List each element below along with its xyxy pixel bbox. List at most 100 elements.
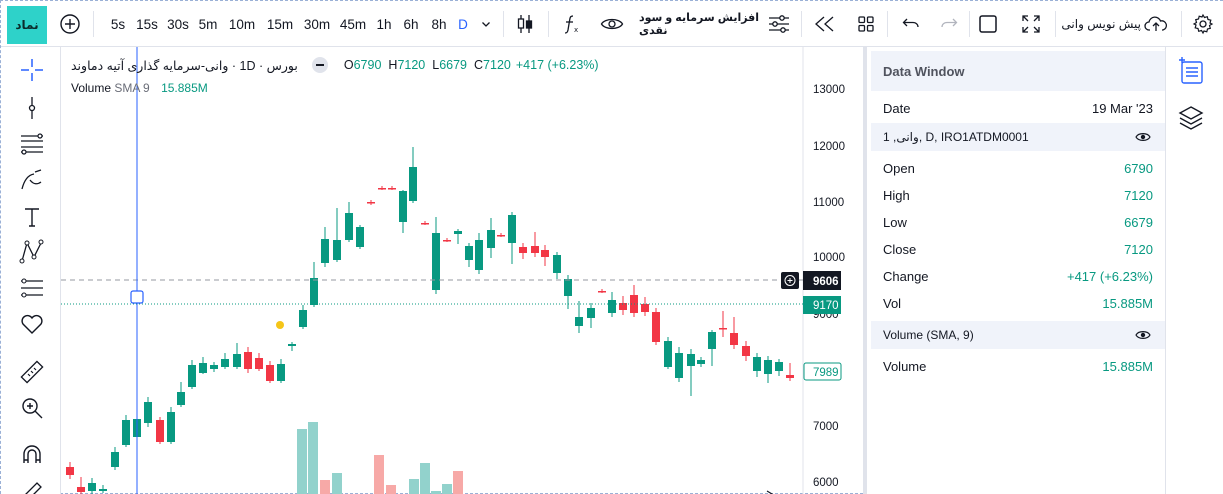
add-symbol-button[interactable] [57,11,83,37]
interval-1d[interactable]: D [458,16,468,32]
candle-body [288,344,296,346]
interval-45m[interactable]: 45m [339,16,367,32]
candle [587,303,595,328]
layout-button[interactable] [851,11,881,37]
crosshair-handle[interactable] [130,290,144,304]
candle-body [652,312,660,342]
hide-button[interactable] [598,11,626,37]
volume-value: 15.885M [1102,359,1153,374]
candle [753,353,761,377]
candle [541,245,549,266]
candle [697,357,705,367]
candle-body [786,375,794,378]
candle-body [587,308,595,318]
text-tool[interactable] [17,202,47,232]
settings-button[interactable] [1189,11,1217,37]
candle-body [233,354,241,367]
forecast-tool[interactable] [17,273,47,303]
interval-10m[interactable]: 10m [228,16,256,32]
gear-icon [1192,13,1214,35]
candle [356,225,364,249]
fullscreen-button[interactable] [1017,11,1045,37]
crosshair-price-tag [803,271,841,290]
candle-body [367,202,375,204]
volume-label[interactable]: Volume [71,81,112,95]
chart-type-button[interactable] [511,11,539,37]
candle-body [465,246,473,260]
cloud-upload-icon [1144,16,1168,31]
divider [503,11,504,37]
candle-body [244,352,252,369]
vol-row: Vol 15.885M [867,290,1165,317]
candle-body [310,278,318,305]
candle [144,397,152,427]
symbol-title[interactable]: بورس · 1D · وانی-سرمایه گذاری آتیه دماون… [71,58,298,73]
candle [619,296,627,315]
event-marker[interactable] [276,321,284,329]
eye-icon[interactable] [1135,329,1151,341]
candle-body [177,392,185,405]
symbol-button[interactable]: نماد [7,6,47,44]
candle [266,361,274,383]
candle [345,202,353,242]
fib-tool[interactable] [17,129,47,159]
candle-body [454,231,462,234]
candle-body [345,213,353,240]
trend-line-tool[interactable] [17,93,47,123]
ruler-icon [20,360,44,384]
interval-5s[interactable]: 5s [110,16,126,32]
candle-body [443,240,451,242]
candle [188,360,196,389]
price-axis[interactable]: 13000 12000 11000 10000 9000 7000 6000 [813,84,845,489]
pattern-tool[interactable] [17,237,47,267]
undo-button[interactable] [897,11,925,37]
candle [156,417,164,444]
interval-30s[interactable]: 30s [167,16,189,32]
interval-6h[interactable]: 6h [403,16,419,32]
interval-5m[interactable]: 5m [198,16,218,32]
candle-body [619,303,627,310]
interval-30m[interactable]: 30m [303,16,331,32]
close-row: Close 7120 [867,236,1165,263]
legend-collapse-button[interactable] [311,57,328,73]
candle-body [399,191,407,222]
interval-15s[interactable]: 15s [136,16,158,32]
volume-bar [308,422,318,494]
cloud-save-button[interactable] [1142,11,1170,37]
indicator-label[interactable]: افزایش سرمایه و سود نقدی [639,12,760,37]
data-window-toggle[interactable] [1175,55,1207,87]
brush-tool[interactable] [17,165,47,195]
tick-label: 10000 [813,252,845,264]
crosshair-tool[interactable] [17,55,47,85]
candle-body [519,247,527,253]
chart-pane[interactable]: 13000 12000 11000 10000 9000 7000 6000 9… [61,47,861,494]
snapshot-button[interactable] [975,11,1001,37]
redo-button[interactable] [935,11,963,37]
volume-bar [409,479,419,494]
magnet-tool[interactable] [17,441,47,471]
object-tree-button[interactable] [1175,102,1207,134]
zoom-tool[interactable] [17,393,47,423]
settings-sliders-button[interactable] [765,11,793,37]
measure-tool[interactable] [17,357,47,387]
lock-drawing-tool[interactable] [17,477,47,494]
eye-icon[interactable] [1135,131,1151,143]
interval-1h[interactable]: 1h [376,16,392,32]
interval-15m[interactable]: 15m [266,16,294,32]
interval-8h[interactable]: 8h [431,16,447,32]
scroll-right-icon[interactable] [766,490,774,494]
candle [519,243,527,259]
candle [564,275,572,309]
crosshair-icon [21,59,43,81]
replay-button[interactable] [809,11,839,37]
tick-label: 13000 [813,84,845,96]
open-row: Open 6790 [867,155,1165,182]
publish-label[interactable]: پیش نویس وانی [1061,17,1141,31]
indicators-button[interactable]: x [557,11,585,37]
favorites-tool[interactable] [17,309,47,339]
candle [367,200,375,205]
divider [969,11,970,37]
change-row: Change +417 (+6.23%) [867,263,1165,290]
interval-dropdown[interactable] [477,11,495,37]
price-chart[interactable]: 13000 12000 11000 10000 9000 7000 6000 9… [61,47,861,494]
